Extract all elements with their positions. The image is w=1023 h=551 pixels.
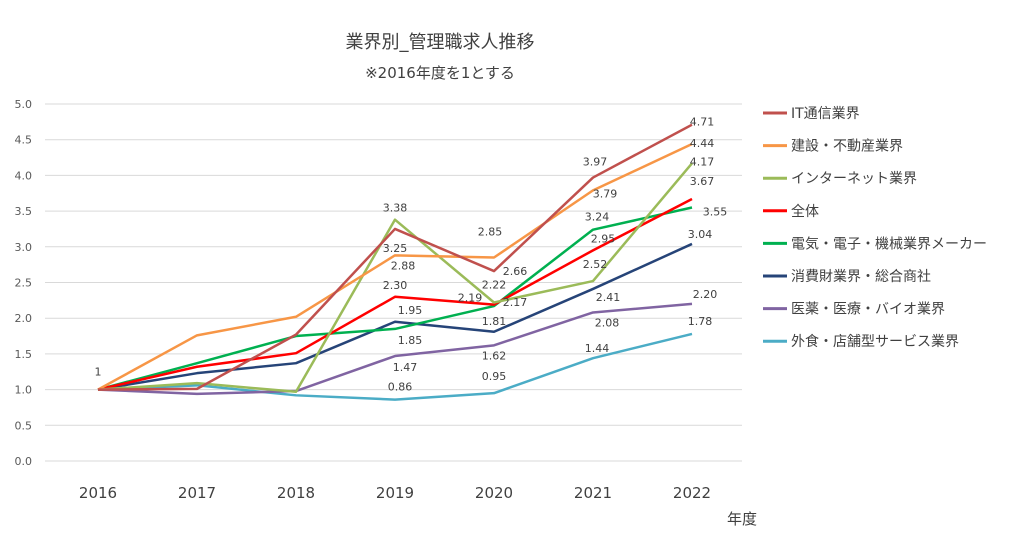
data-label: 3.04 (688, 228, 713, 241)
data-label: 4.17 (690, 155, 715, 168)
data-labels: 3.25 2.66 3.97 4.71 2.88 2.85 3.79 4.44 3.38 2.22… (95, 116, 728, 394)
series-line-2 (97, 162, 693, 393)
data-label: 2.66 (503, 265, 528, 278)
legend-label: 外食・店舗型サービス業界 (791, 333, 959, 350)
data-label: 4.71 (690, 116, 715, 129)
series-line-0 (97, 123, 693, 391)
data-label: 3.97 (583, 156, 608, 169)
y-tick-label: 4.5 (15, 134, 33, 147)
data-label: 3.25 (383, 242, 408, 255)
y-tick-label: 1.0 (15, 384, 33, 397)
data-label: 3.55 (703, 206, 728, 219)
data-label: 3.24 (585, 211, 610, 224)
legend-label: 全体 (791, 203, 819, 220)
legend-label: インターネット業界 (791, 171, 917, 187)
series-lines (97, 123, 693, 401)
data-label: 2.19 (458, 292, 483, 305)
data-label: 2.85 (478, 226, 503, 239)
legend-item: 消費財業界・総合商社 (763, 269, 931, 285)
data-label: 3.67 (690, 175, 715, 188)
y-tick-label: 3.0 (15, 241, 33, 254)
x-tick-label: 2021 (574, 484, 612, 502)
legend-item: 電気・電子・機械業界メーカー (763, 236, 987, 252)
data-label: 1.78 (688, 315, 713, 328)
data-label: 1.47 (393, 361, 418, 374)
series-line-7 (97, 332, 693, 401)
legend-label: 電気・電子・機械業界メーカー (791, 236, 987, 252)
legend-item: 全体 (763, 203, 819, 220)
x-tick-label: 2016 (79, 484, 117, 502)
data-label: 3.79 (593, 187, 618, 200)
legend-label: IT通信業界 (791, 106, 860, 122)
y-tick-label: 5.0 (15, 98, 33, 111)
data-label: 1.62 (482, 349, 507, 362)
data-label: 2.30 (383, 279, 408, 292)
x-axis-ticks: 2016 2017 2018 2019 2020 2021 2022 (79, 484, 711, 502)
legend-item: 医薬・医療・バイオ業界 (763, 301, 945, 318)
series-line-4 (97, 206, 693, 391)
data-label: 2.88 (391, 259, 416, 272)
data-label: 2.52 (583, 258, 608, 271)
y-axis-ticks: 0.0 0.5 1.0 1.5 2.0 2.5 3.0 3.5 4.0 4.5 5.0 (15, 98, 33, 468)
series-line-6 (97, 302, 693, 396)
series-line-3 (97, 197, 693, 391)
chart-title: 業界別_管理職求人推移 (346, 32, 535, 53)
legend-label: 医薬・医療・バイオ業界 (791, 301, 945, 318)
x-tick-label: 2020 (475, 484, 513, 502)
chart-subtitle: ※2016年度を1とする (365, 64, 515, 82)
y-tick-label: 3.5 (15, 205, 33, 218)
y-tick-label: 1.5 (15, 348, 33, 361)
legend-item: 外食・店舗型サービス業界 (763, 333, 959, 350)
y-tick-label: 2.0 (15, 312, 33, 325)
y-tick-label: 4.0 (15, 169, 33, 182)
data-label: 2.41 (596, 291, 621, 304)
legend-label: 消費財業界・総合商社 (791, 269, 931, 285)
series-line-5 (97, 242, 693, 391)
data-label: 0.95 (482, 370, 507, 383)
data-label: 2.17 (503, 296, 528, 309)
data-label: 2.95 (591, 232, 616, 245)
data-label: 0.86 (388, 381, 413, 394)
data-label: 2.20 (693, 288, 718, 301)
legend-item: 建設・不動産業界 (763, 139, 903, 155)
data-label: 1.81 (482, 315, 507, 328)
x-tick-label: 2022 (673, 484, 711, 502)
x-tick-label: 2017 (178, 484, 216, 502)
legend-item: IT通信業界 (763, 106, 860, 122)
data-label: 1.44 (585, 342, 610, 355)
x-tick-label: 2019 (376, 484, 414, 502)
data-label: 1 (95, 366, 102, 379)
legend-item: インターネット業界 (763, 171, 917, 187)
data-label: 2.08 (595, 316, 620, 329)
series-line-1 (97, 142, 693, 391)
x-axis-label: 年度 (727, 510, 757, 528)
legend-label: 建設・不動産業界 (791, 139, 903, 155)
y-tick-label: 2.5 (15, 277, 33, 290)
y-tick-label: 0.0 (15, 455, 33, 468)
data-label: 3.38 (383, 202, 408, 215)
data-label: 4.44 (690, 137, 715, 150)
legend: IT通信業界建設・不動産業界インターネット業界全体電気・電子・機械業界メーカー消… (763, 106, 987, 350)
y-tick-label: 0.5 (15, 419, 33, 432)
data-label: 1.85 (398, 334, 423, 347)
data-label: 2.22 (482, 278, 507, 291)
data-label: 1.95 (398, 304, 423, 317)
x-tick-label: 2018 (277, 484, 315, 502)
